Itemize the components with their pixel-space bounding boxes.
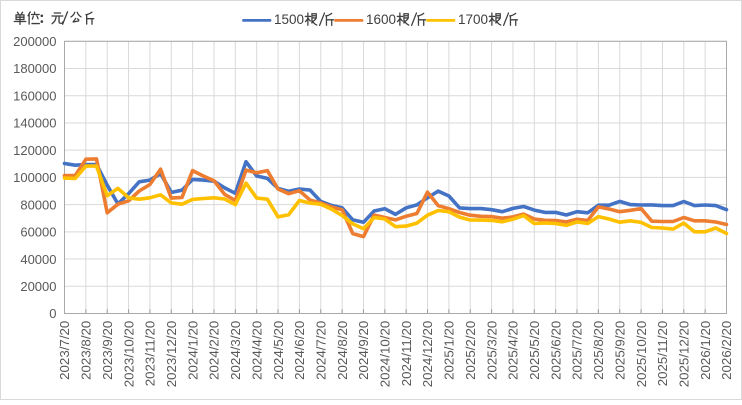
svg-text:2026/1/20: 2026/1/20	[698, 321, 713, 380]
svg-text:2023/12/20: 2023/12/20	[164, 321, 179, 388]
svg-text:2025/2/20: 2025/2/20	[463, 321, 478, 380]
svg-text:20000: 20000	[20, 279, 56, 294]
svg-text:2024/6/20: 2024/6/20	[292, 321, 307, 380]
svg-text:2023/10/20: 2023/10/20	[121, 321, 136, 388]
svg-text:2025/3/20: 2025/3/20	[484, 321, 499, 380]
svg-text:2025/7/20: 2025/7/20	[570, 321, 585, 380]
svg-text:2024/1/20: 2024/1/20	[185, 321, 200, 380]
svg-text:2024/2/20: 2024/2/20	[207, 321, 222, 380]
svg-text:60000: 60000	[20, 225, 56, 240]
svg-text:2025/9/20: 2025/9/20	[612, 321, 627, 380]
svg-text:2023/7/20: 2023/7/20	[57, 321, 72, 380]
svg-text:1500: 1500	[274, 12, 304, 27]
svg-text:180000: 180000	[13, 61, 56, 76]
svg-text:100000: 100000	[13, 170, 56, 185]
svg-text:2025/10/20: 2025/10/20	[634, 321, 649, 388]
svg-text:2024/7/20: 2024/7/20	[313, 321, 328, 380]
svg-text:40000: 40000	[20, 252, 56, 267]
svg-text:200000: 200000	[13, 34, 56, 49]
svg-text:160000: 160000	[13, 88, 56, 103]
svg-text:1600: 1600	[366, 12, 396, 27]
svg-text:2024/10/20: 2024/10/20	[378, 321, 393, 388]
svg-text:2024/9/20: 2024/9/20	[356, 321, 371, 380]
svg-text:2025/8/20: 2025/8/20	[591, 321, 606, 380]
svg-text:2024/4/20: 2024/4/20	[249, 321, 264, 380]
svg-text:2024/11/20: 2024/11/20	[399, 321, 414, 387]
svg-text:120000: 120000	[13, 143, 56, 158]
svg-text:2023/9/20: 2023/9/20	[100, 321, 115, 380]
svg-text:2023/8/20: 2023/8/20	[79, 321, 94, 380]
svg-text:140000: 140000	[13, 116, 56, 131]
svg-text:2024/5/20: 2024/5/20	[271, 321, 286, 380]
svg-text:2025/11/20: 2025/11/20	[655, 321, 670, 387]
svg-text:2025/1/20: 2025/1/20	[442, 321, 457, 380]
svg-text:2024/8/20: 2024/8/20	[335, 321, 350, 380]
svg-text:2024/12/20: 2024/12/20	[420, 321, 435, 388]
svg-text:1700: 1700	[458, 12, 488, 27]
svg-text:2025/6/20: 2025/6/20	[548, 321, 563, 380]
svg-text:2024/3/20: 2024/3/20	[228, 321, 243, 380]
svg-text:2025/12/20: 2025/12/20	[676, 321, 691, 388]
svg-text:2025/4/20: 2025/4/20	[506, 321, 521, 380]
svg-text:2023/11/20: 2023/11/20	[143, 321, 158, 387]
svg-text:2026/2/20: 2026/2/20	[719, 321, 734, 380]
svg-text:2025/5/20: 2025/5/20	[527, 321, 542, 380]
svg-text:80000: 80000	[20, 197, 56, 212]
svg-text:0: 0	[49, 306, 56, 321]
